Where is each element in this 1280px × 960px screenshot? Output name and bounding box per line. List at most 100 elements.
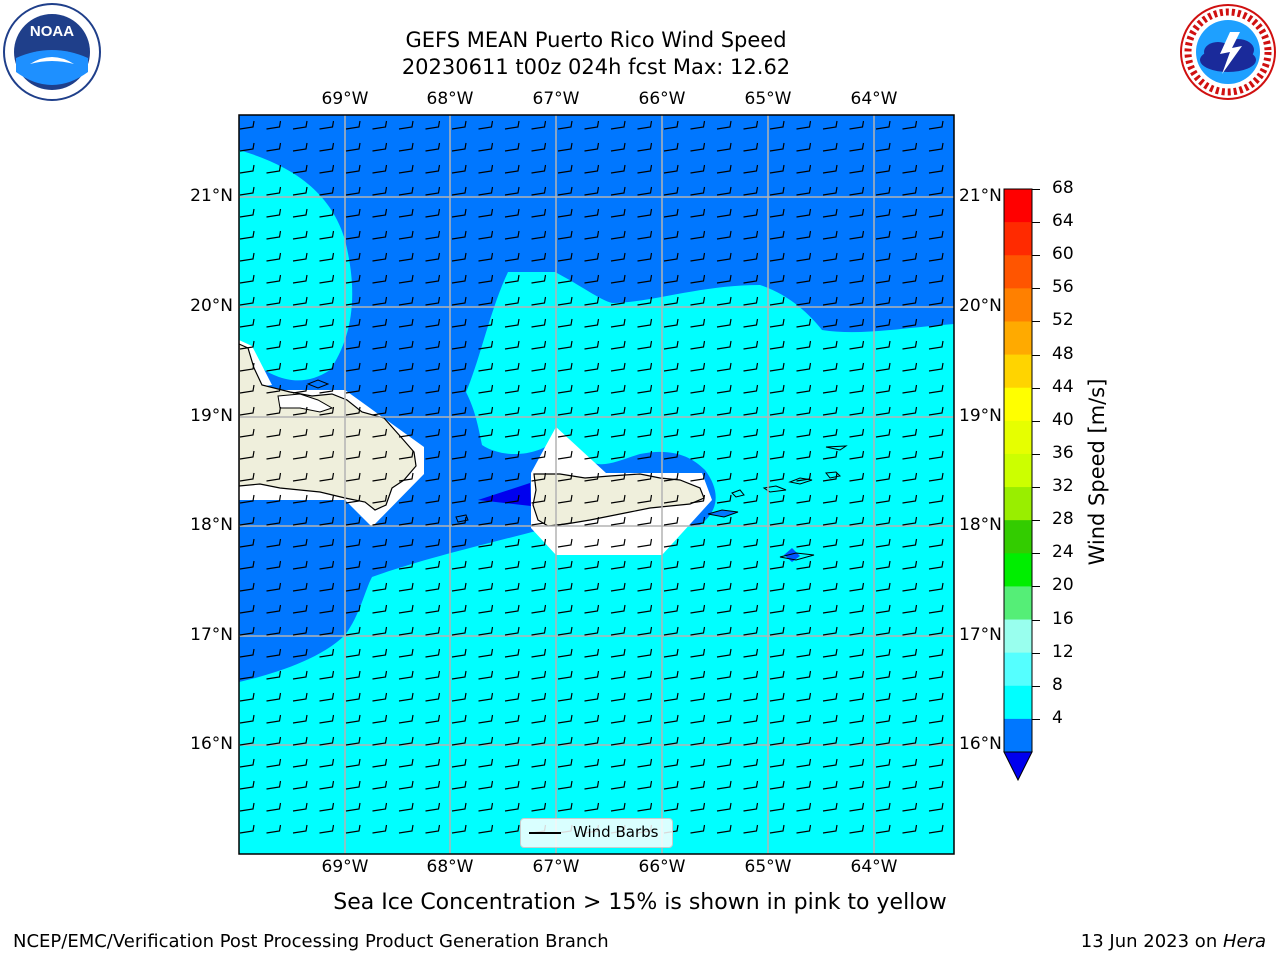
wind-barb xyxy=(372,296,388,306)
wind-barb xyxy=(531,648,547,658)
wind-barb xyxy=(796,538,812,548)
wind-barb xyxy=(849,802,865,812)
wind-barb xyxy=(716,714,732,724)
map-subtitle: 20230611 t00z 024h fcst Max: 12.62 xyxy=(401,55,791,79)
wind-barb xyxy=(319,582,335,592)
wind-barb xyxy=(637,142,653,152)
wind-barb xyxy=(690,274,706,284)
wind-barb xyxy=(425,164,441,174)
wind-barb xyxy=(690,670,706,680)
wind-barb xyxy=(716,208,732,218)
wind-barb xyxy=(398,384,414,394)
wind-barb xyxy=(875,142,891,152)
wind-barb xyxy=(531,450,547,460)
island xyxy=(306,379,330,389)
wind-barb xyxy=(637,230,653,240)
wind-barb xyxy=(663,230,679,240)
wind-barb xyxy=(266,714,282,724)
wind-barb xyxy=(637,802,653,812)
wind-barb xyxy=(743,538,759,548)
wind-barb xyxy=(531,494,547,504)
wind-barb xyxy=(478,362,494,372)
wind-barb xyxy=(690,208,706,218)
wind-barb xyxy=(292,362,308,372)
wind-barb xyxy=(345,296,361,306)
wind-barb xyxy=(610,648,626,658)
wind-barb xyxy=(372,604,388,614)
wind-barb xyxy=(716,626,732,636)
wind-barb xyxy=(239,758,255,768)
wind-barb xyxy=(796,230,812,240)
wind-barb xyxy=(425,824,441,834)
wind-barb xyxy=(398,538,414,548)
lon-label-top: 69°W xyxy=(321,89,369,109)
wind-barb xyxy=(663,406,679,416)
wind-barb xyxy=(690,758,706,768)
wind-barb xyxy=(557,230,573,240)
wind-barb xyxy=(292,516,308,526)
wind-barb xyxy=(398,670,414,680)
wind-barb xyxy=(610,736,626,746)
wind-barb xyxy=(372,758,388,768)
wind-barb xyxy=(663,296,679,306)
wind-barb xyxy=(504,362,520,372)
wind-barb xyxy=(504,296,520,306)
wind-barb xyxy=(902,230,918,240)
colorbar-band xyxy=(1004,321,1032,356)
wind-barb xyxy=(266,318,282,328)
wind-barb xyxy=(531,274,547,284)
wind-barb xyxy=(239,274,255,284)
wind-barb xyxy=(769,450,785,460)
wind-barb xyxy=(531,406,547,416)
wind-barb xyxy=(716,384,732,394)
wind-barb xyxy=(504,208,520,218)
wind-barb xyxy=(504,472,520,482)
wind-barb xyxy=(690,450,706,460)
wind-barb xyxy=(663,142,679,152)
wind-barb xyxy=(345,604,361,614)
wind-barb xyxy=(557,758,573,768)
wind-barb xyxy=(557,406,573,416)
wind-barb xyxy=(478,538,494,548)
wind-barb xyxy=(372,186,388,196)
wind-barb xyxy=(239,670,255,680)
wind-barb xyxy=(398,450,414,460)
wind-barb xyxy=(716,230,732,240)
wind-barb xyxy=(849,252,865,262)
wind-barb xyxy=(796,208,812,218)
wind-barb xyxy=(610,758,626,768)
wind-barb xyxy=(822,450,838,460)
wind-barb xyxy=(345,252,361,262)
wind-barb xyxy=(345,824,361,834)
wind-barb xyxy=(292,758,308,768)
wind-barb xyxy=(584,714,600,724)
wind-barb xyxy=(292,142,308,152)
wind-barb xyxy=(266,582,282,592)
wind-barb xyxy=(610,120,626,130)
wind-barb xyxy=(451,208,467,218)
wind-barb xyxy=(372,252,388,262)
wind-barb xyxy=(928,450,944,460)
wind-barb xyxy=(743,692,759,702)
lat-label-right: 19°N xyxy=(959,406,1002,426)
wind-barb xyxy=(398,142,414,152)
wind-barb xyxy=(928,296,944,306)
colorbar-band xyxy=(1004,354,1032,389)
wind-barb xyxy=(584,208,600,218)
wind-barb xyxy=(345,318,361,328)
wind-barb xyxy=(504,516,520,526)
wind-barb xyxy=(504,252,520,262)
wind-barb xyxy=(557,450,573,460)
colorbar-band xyxy=(1004,487,1032,521)
wind-barb xyxy=(822,802,838,812)
wind-barb xyxy=(875,802,891,812)
wind-barb xyxy=(849,692,865,702)
wind-barb xyxy=(743,758,759,768)
wind-barb xyxy=(557,186,573,196)
wind-barb xyxy=(716,692,732,702)
colorbar-under-arrow xyxy=(1003,751,1033,782)
colorbar-band xyxy=(1004,222,1032,256)
wind-barb xyxy=(398,516,414,526)
wind-barb xyxy=(557,252,573,262)
wind-barb xyxy=(637,428,653,438)
